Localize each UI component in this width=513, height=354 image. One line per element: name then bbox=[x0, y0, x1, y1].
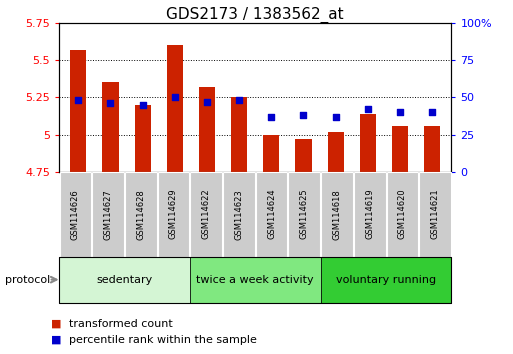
Point bbox=[331, 114, 340, 120]
Text: GSM114623: GSM114623 bbox=[234, 189, 243, 240]
Bar bbox=[199, 87, 215, 172]
Text: GSM114626: GSM114626 bbox=[71, 189, 80, 240]
Point bbox=[106, 101, 114, 106]
Point bbox=[396, 109, 404, 115]
Text: GSM114618: GSM114618 bbox=[332, 189, 342, 240]
Text: GSM114620: GSM114620 bbox=[398, 189, 407, 240]
Text: GSM114625: GSM114625 bbox=[300, 189, 309, 240]
Bar bbox=[231, 97, 247, 172]
Text: GSM114628: GSM114628 bbox=[136, 189, 145, 240]
Point bbox=[300, 112, 308, 118]
Bar bbox=[103, 82, 119, 172]
Text: percentile rank within the sample: percentile rank within the sample bbox=[69, 335, 257, 345]
Bar bbox=[167, 45, 183, 172]
Bar bbox=[134, 105, 151, 172]
Bar bbox=[295, 139, 311, 172]
Bar bbox=[424, 126, 440, 172]
Text: GSM114624: GSM114624 bbox=[267, 189, 276, 240]
Point bbox=[267, 114, 275, 120]
Point bbox=[235, 97, 243, 103]
Bar bbox=[360, 114, 376, 172]
Bar bbox=[328, 132, 344, 172]
Text: GSM114621: GSM114621 bbox=[430, 189, 440, 240]
Text: twice a week activity: twice a week activity bbox=[196, 275, 314, 285]
Text: GSM114627: GSM114627 bbox=[104, 189, 112, 240]
Text: GSM114619: GSM114619 bbox=[365, 189, 374, 240]
Text: voluntary running: voluntary running bbox=[336, 275, 436, 285]
Point bbox=[203, 99, 211, 105]
Point bbox=[364, 107, 372, 112]
Title: GDS2173 / 1383562_at: GDS2173 / 1383562_at bbox=[166, 7, 344, 23]
Point bbox=[171, 95, 179, 100]
Text: ■: ■ bbox=[51, 319, 62, 329]
Bar bbox=[70, 50, 86, 172]
Text: transformed count: transformed count bbox=[69, 319, 173, 329]
Text: protocol: protocol bbox=[5, 275, 50, 285]
Text: GSM114622: GSM114622 bbox=[202, 189, 211, 240]
Point bbox=[139, 102, 147, 108]
Point bbox=[74, 97, 83, 103]
Text: sedentary: sedentary bbox=[96, 275, 152, 285]
Text: ■: ■ bbox=[51, 335, 62, 345]
Bar bbox=[263, 135, 280, 172]
Point bbox=[428, 109, 436, 115]
Text: GSM114629: GSM114629 bbox=[169, 189, 178, 240]
Bar bbox=[392, 126, 408, 172]
